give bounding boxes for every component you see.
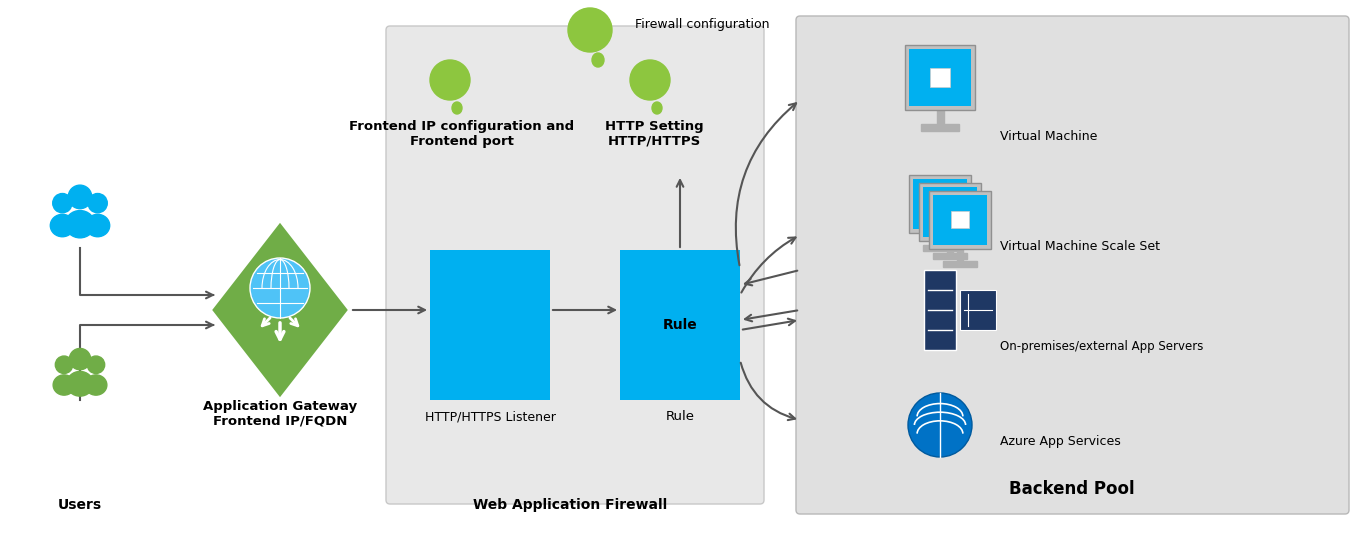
Polygon shape (936, 110, 943, 124)
Text: Rule: Rule (663, 318, 697, 332)
Bar (923, 187, 977, 237)
FancyBboxPatch shape (386, 26, 764, 504)
Polygon shape (957, 249, 964, 262)
Bar (951, 211, 969, 228)
Bar (930, 68, 950, 87)
Bar (620, 250, 741, 400)
Text: Rule: Rule (665, 410, 694, 423)
Text: Firewall configuration: Firewall configuration (635, 18, 769, 31)
Bar (932, 195, 987, 245)
Ellipse shape (86, 214, 110, 237)
Text: Application Gateway
Frontend IP/FQDN: Application Gateway Frontend IP/FQDN (203, 400, 357, 428)
Circle shape (55, 356, 73, 373)
Circle shape (88, 193, 107, 213)
Bar (905, 45, 975, 110)
Ellipse shape (652, 102, 663, 114)
Polygon shape (936, 233, 943, 245)
Ellipse shape (67, 372, 93, 396)
Circle shape (68, 185, 92, 209)
Circle shape (88, 356, 104, 373)
Circle shape (630, 60, 669, 100)
FancyBboxPatch shape (795, 16, 1348, 514)
Circle shape (908, 393, 972, 457)
Bar (913, 179, 968, 229)
Polygon shape (943, 262, 977, 267)
Ellipse shape (51, 214, 74, 237)
Ellipse shape (452, 102, 461, 114)
Ellipse shape (53, 375, 75, 395)
Text: Users: Users (57, 498, 103, 512)
Text: Frontend IP configuration and
Frontend port: Frontend IP configuration and Frontend p… (349, 120, 575, 148)
Bar (909, 49, 971, 106)
Polygon shape (947, 240, 953, 253)
Text: HTTP/HTTPS Listener: HTTP/HTTPS Listener (424, 410, 556, 423)
Polygon shape (932, 253, 967, 259)
Bar (930, 191, 991, 249)
Ellipse shape (591, 53, 604, 67)
Bar (960, 290, 997, 330)
Bar (909, 175, 971, 233)
Circle shape (70, 348, 90, 370)
Ellipse shape (85, 375, 107, 395)
Ellipse shape (66, 210, 94, 238)
Polygon shape (921, 124, 960, 130)
Text: Virtual Machine: Virtual Machine (999, 130, 1098, 143)
Circle shape (568, 8, 612, 52)
Text: Azure App Services: Azure App Services (999, 435, 1121, 448)
Text: Virtual Machine Scale Set: Virtual Machine Scale Set (999, 240, 1160, 253)
Polygon shape (209, 220, 350, 400)
Circle shape (430, 60, 470, 100)
Circle shape (251, 258, 309, 318)
Bar (919, 183, 982, 240)
Polygon shape (923, 245, 957, 251)
Circle shape (53, 193, 73, 213)
Text: Web Application Firewall: Web Application Firewall (472, 498, 667, 512)
Bar (430, 250, 550, 400)
Bar (924, 270, 956, 350)
Text: On-premises/external App Servers: On-premises/external App Servers (999, 340, 1203, 353)
Bar (942, 203, 958, 221)
Bar (931, 195, 949, 213)
Text: Backend Pool: Backend Pool (1009, 480, 1135, 498)
Text: HTTP Setting
HTTP/HTTPS: HTTP Setting HTTP/HTTPS (605, 120, 704, 148)
